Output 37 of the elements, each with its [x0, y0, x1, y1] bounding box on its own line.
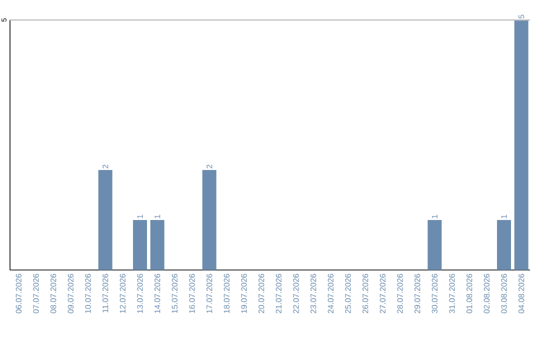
x-tick-label: 02.08.2026 [484, 274, 490, 314]
x-tick-label: 21.07.2026 [276, 274, 282, 314]
x-tick-label: 08.07.2026 [50, 274, 56, 314]
x-tick-label: 03.08.2026 [501, 274, 507, 314]
x-tick-label: 11.07.2026 [102, 274, 108, 312]
data-label: 1 [432, 214, 438, 218]
x-tick-label: 20.07.2026 [258, 274, 264, 314]
data-label: 1 [501, 214, 507, 218]
x-tick-label: 29.07.2026 [414, 274, 420, 314]
x-tick-label: 17.07.2026 [206, 274, 212, 313]
data-label: 1 [154, 214, 160, 218]
data-label: 1 [137, 214, 143, 218]
data-label: 2 [206, 164, 212, 168]
x-tick-label: 28.07.2026 [397, 274, 403, 314]
x-tick-label: 18.07.2026 [224, 274, 230, 313]
x-tick-label: 26.07.2026 [362, 274, 368, 314]
x-tick-label: 25.07.2026 [345, 274, 351, 314]
data-label: 2 [102, 164, 108, 168]
x-tick-label: 12.07.2026 [120, 274, 126, 313]
x-tick-label: 15.07.2026 [172, 274, 178, 313]
x-tick-label: 07.07.2026 [33, 274, 39, 314]
x-tick-label: 27.07.2026 [380, 274, 386, 314]
x-tick-label: 24.07.2026 [328, 274, 334, 314]
data-label: 5 [518, 14, 524, 18]
x-tick-label: 19.07.2026 [241, 274, 247, 313]
x-tick-label: 23.07.2026 [310, 274, 316, 314]
x-tick-label: 16.07.2026 [189, 274, 195, 313]
x-tick-label: 22.07.2026 [293, 274, 299, 314]
x-tick-label: 13.07.2026 [137, 274, 143, 313]
x-tick-label: 04.08.2026 [518, 274, 524, 314]
x-tick-label: 30.07.2026 [432, 274, 438, 314]
x-tick-label: 31.07.2026 [449, 274, 455, 314]
x-tick-label: 09.07.2026 [68, 274, 74, 314]
x-tick-label: 10.07.2026 [85, 274, 91, 313]
x-tick-label: 14.07.2026 [154, 274, 160, 313]
x-tick-label: 06.07.2026 [16, 274, 22, 314]
x-tick-label: 01.08.2026 [466, 274, 472, 314]
